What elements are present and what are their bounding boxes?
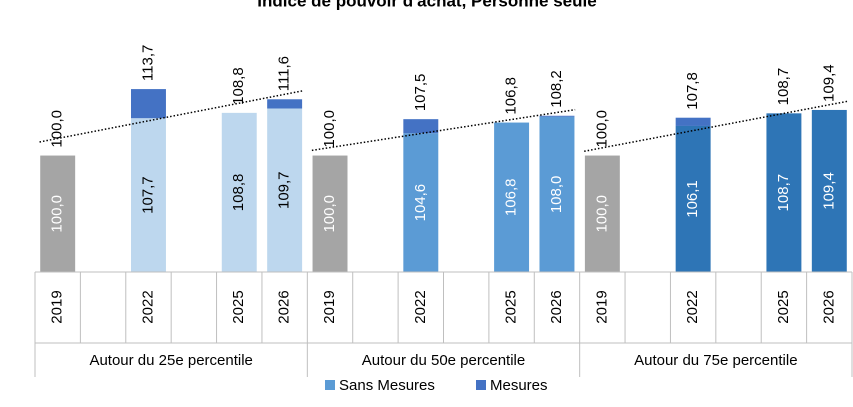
bar-segment — [766, 113, 802, 272]
bar-segment — [539, 115, 575, 117]
total-label: 100,0 — [49, 110, 66, 148]
total-label: 113,7 — [139, 45, 156, 81]
legend-swatch — [476, 380, 486, 390]
bar-segment — [675, 125, 711, 272]
total-label: 111,6 — [276, 56, 293, 91]
x-tick-label: 2026 — [820, 290, 837, 323]
total-label: 108,2 — [548, 70, 565, 108]
legend-label: Mesures — [490, 377, 548, 394]
data-label: 108,7 — [775, 174, 792, 212]
total-label: 106,8 — [503, 77, 520, 115]
bar-segment — [267, 108, 303, 273]
x-tick-label: 2019 — [321, 290, 338, 323]
data-label: 107,7 — [139, 176, 156, 214]
x-tick-label: 2019 — [593, 290, 610, 323]
group-label: Autour du 75e percentile — [634, 352, 797, 369]
bar-segment — [130, 118, 166, 273]
group-label: Autour du 25e percentile — [89, 352, 252, 369]
bar-segment — [675, 117, 711, 126]
total-label: 108,7 — [775, 68, 792, 106]
legend-label: Sans Mesures — [339, 377, 435, 394]
x-tick-label: 2019 — [49, 290, 66, 323]
trendline — [39, 90, 303, 143]
bar-segment — [494, 122, 530, 273]
x-tick-label: 2025 — [503, 290, 520, 323]
data-label: 100,0 — [49, 195, 66, 233]
data-label: 108,0 — [548, 176, 565, 214]
data-label: 106,1 — [684, 180, 701, 218]
bar-segment — [130, 89, 166, 119]
trendline — [584, 100, 848, 152]
x-tick-label: 2022 — [684, 290, 701, 323]
total-label: 100,0 — [593, 110, 610, 148]
data-label: 106,8 — [503, 179, 520, 217]
data-label: 100,0 — [321, 195, 338, 233]
x-tick-label: 2025 — [775, 290, 792, 323]
bar-segment — [539, 116, 575, 272]
data-label: 108,8 — [230, 174, 247, 212]
bar-segment — [403, 133, 439, 272]
bar-segment — [312, 155, 348, 272]
data-label: 100,0 — [593, 195, 610, 233]
data-label: 109,7 — [276, 171, 293, 209]
data-label: 104,6 — [412, 184, 429, 222]
x-tick-label: 2025 — [230, 290, 247, 323]
total-label: 107,8 — [684, 72, 701, 110]
x-tick-label: 2026 — [548, 290, 565, 323]
legend-swatch — [325, 380, 335, 390]
total-label: 109,4 — [820, 64, 837, 102]
bar-segment — [267, 99, 303, 109]
x-tick-label: 2022 — [412, 290, 429, 323]
trendline — [311, 108, 576, 152]
group-label: Autour du 50e percentile — [362, 352, 525, 369]
x-tick-label: 2026 — [276, 290, 293, 323]
bar-segment — [811, 109, 847, 272]
bar-segment — [40, 155, 76, 272]
bar-segment — [584, 155, 620, 272]
total-label: 100,0 — [321, 110, 338, 148]
bar-segment — [221, 112, 257, 273]
chart-title: Indice de pouvoir d'achat, Personne seul… — [257, 0, 596, 10]
bar-segment — [403, 119, 439, 134]
x-tick-label: 2022 — [139, 290, 156, 323]
total-label: 108,8 — [230, 67, 247, 105]
total-label: 107,5 — [412, 74, 429, 112]
data-label: 109,4 — [820, 172, 837, 210]
